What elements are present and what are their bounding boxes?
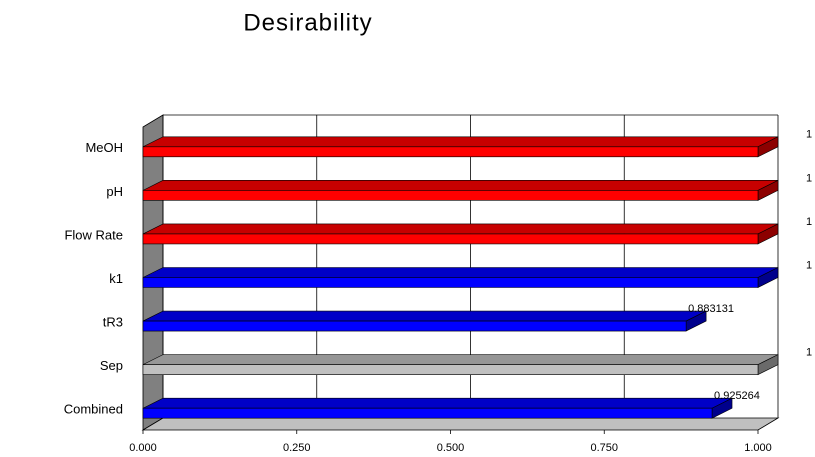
bar <box>142 223 779 245</box>
bar-front <box>142 190 759 201</box>
bar <box>142 179 779 201</box>
value-label: 0.883131 <box>688 303 734 315</box>
x-tick-label: 0.750 <box>590 442 618 454</box>
y-tick-label: k1 <box>109 271 123 286</box>
bar <box>142 310 707 332</box>
value-label: 0.925264 <box>714 390 760 402</box>
bar-front <box>142 364 759 375</box>
bar <box>142 136 779 158</box>
bar-front <box>142 407 713 419</box>
x-tick-label: 0.500 <box>437 442 465 454</box>
bar-top <box>142 267 779 278</box>
chart-title: Desirability <box>243 9 372 36</box>
bar-front <box>142 233 759 245</box>
bar-top <box>142 310 707 322</box>
value-label: 1 <box>806 129 812 141</box>
bar-top <box>142 180 779 191</box>
bar-front <box>142 277 759 288</box>
y-tick-label: Sep <box>100 358 123 373</box>
bar-front <box>142 320 687 332</box>
value-label: 1 <box>806 216 812 228</box>
bar-top <box>142 397 733 409</box>
bar-top <box>142 223 779 235</box>
x-tick-label: 0.250 <box>283 442 311 454</box>
bar-top <box>142 136 779 148</box>
bar-front <box>142 146 759 158</box>
value-label: 1 <box>806 347 812 359</box>
bar <box>142 267 779 288</box>
bar-top <box>142 354 779 365</box>
value-label: 1 <box>806 172 812 184</box>
y-tick-label: Flow Rate <box>64 227 123 242</box>
y-tick-label: Combined <box>64 402 123 417</box>
bar <box>142 354 779 376</box>
y-tick-label: pH <box>106 184 123 199</box>
floor <box>141 417 780 431</box>
y-tick-label: MeOH <box>85 140 123 155</box>
value-label: 1 <box>806 259 812 271</box>
x-tick-label: 0.000 <box>129 442 157 454</box>
y-tick-label: tR3 <box>103 315 123 330</box>
bar <box>142 397 733 419</box>
x-tick-label: 1.000 <box>744 442 772 454</box>
